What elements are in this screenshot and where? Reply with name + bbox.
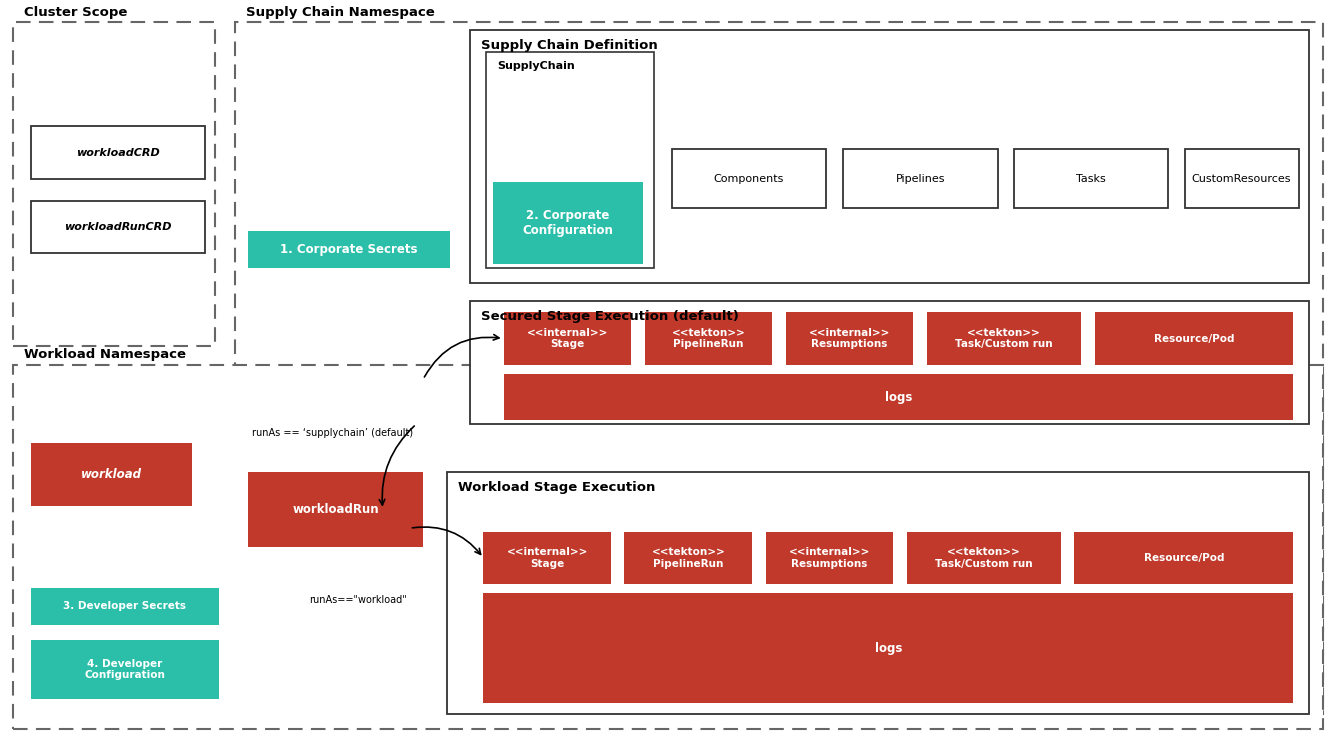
- Bar: [907, 532, 1061, 584]
- Text: workloadRun: workloadRun: [293, 503, 379, 516]
- Text: <<tekton>>
Task/Custom run: <<tekton>> Task/Custom run: [955, 327, 1053, 350]
- Bar: [248, 231, 450, 268]
- Text: Pipelines: Pipelines: [896, 173, 945, 184]
- Bar: [624, 532, 752, 584]
- Text: 3. Developer Secrets: 3. Developer Secrets: [63, 601, 187, 612]
- Bar: [672, 149, 826, 208]
- Text: Resource/Pod: Resource/Pod: [1144, 553, 1223, 563]
- Bar: [31, 443, 192, 506]
- Text: <<tekton>>
PipelineRun: <<tekton>> PipelineRun: [651, 547, 725, 569]
- Text: workloadRunCRD: workloadRunCRD: [64, 222, 172, 232]
- Text: 1. Corporate Secrets: 1. Corporate Secrets: [281, 243, 418, 256]
- Text: workloadCRD: workloadCRD: [77, 147, 160, 158]
- Bar: [766, 532, 893, 584]
- Text: Tasks: Tasks: [1076, 173, 1107, 184]
- Bar: [483, 593, 1293, 703]
- Text: <<internal>>
Stage: <<internal>> Stage: [506, 547, 588, 569]
- Text: 4. Developer
Configuration: 4. Developer Configuration: [85, 658, 165, 681]
- Text: Supply Chain Namespace: Supply Chain Namespace: [246, 6, 435, 19]
- Bar: [483, 532, 611, 584]
- Text: runAs=="workload": runAs=="workload": [309, 595, 407, 605]
- Bar: [248, 472, 423, 547]
- Bar: [786, 312, 913, 365]
- Text: 2. Corporate
Configuration: 2. Corporate Configuration: [522, 209, 614, 237]
- Bar: [31, 640, 219, 699]
- Text: logs: logs: [874, 641, 902, 655]
- Text: Workload Stage Execution: Workload Stage Execution: [458, 481, 655, 494]
- Text: Supply Chain Definition: Supply Chain Definition: [481, 39, 658, 51]
- Bar: [504, 312, 631, 365]
- Text: runAs == ‘supplychain’ (default): runAs == ‘supplychain’ (default): [252, 428, 414, 437]
- Bar: [31, 126, 205, 179]
- Text: CustomResources: CustomResources: [1191, 173, 1292, 184]
- Bar: [1095, 312, 1293, 365]
- Text: Secured Stage Execution (default): Secured Stage Execution (default): [481, 310, 739, 323]
- Text: Cluster Scope: Cluster Scope: [24, 6, 128, 19]
- Text: <<internal>>
Stage: <<internal>> Stage: [526, 327, 608, 350]
- Text: workload: workload: [81, 468, 142, 481]
- Bar: [235, 22, 1323, 714]
- Bar: [1185, 149, 1299, 208]
- Bar: [13, 365, 1323, 729]
- Bar: [493, 182, 643, 264]
- Bar: [31, 201, 205, 253]
- Bar: [504, 374, 1293, 420]
- Bar: [486, 52, 654, 268]
- Bar: [843, 149, 998, 208]
- Text: Resource/Pod: Resource/Pod: [1154, 333, 1234, 344]
- Text: Workload Namespace: Workload Namespace: [24, 348, 187, 361]
- Bar: [470, 301, 1309, 424]
- Text: <<internal>>
Resumptions: <<internal>> Resumptions: [788, 547, 870, 569]
- Text: Components: Components: [713, 173, 784, 184]
- Text: <<tekton>>
PipelineRun: <<tekton>> PipelineRun: [672, 327, 745, 350]
- Text: logs: logs: [885, 391, 912, 404]
- Bar: [13, 22, 215, 346]
- Bar: [927, 312, 1081, 365]
- Text: <<tekton>>
Task/Custom run: <<tekton>> Task/Custom run: [935, 547, 1033, 569]
- Bar: [645, 312, 772, 365]
- Bar: [470, 30, 1309, 283]
- Bar: [1074, 532, 1293, 584]
- Bar: [1014, 149, 1168, 208]
- Bar: [447, 472, 1309, 714]
- Text: SupplyChain: SupplyChain: [497, 61, 575, 71]
- Text: <<internal>>
Resumptions: <<internal>> Resumptions: [808, 327, 890, 350]
- Bar: [31, 588, 219, 625]
